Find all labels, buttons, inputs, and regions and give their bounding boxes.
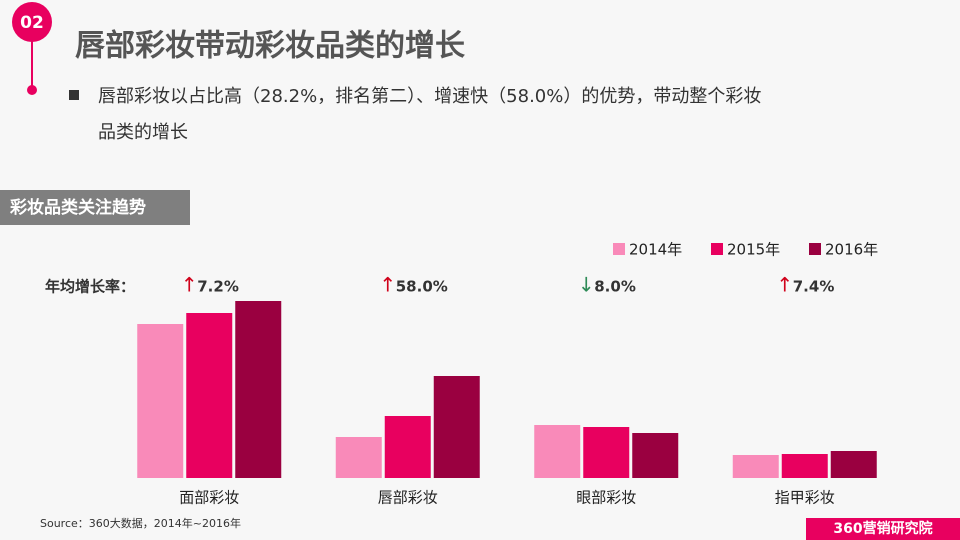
logo: 360营销研究院	[833, 520, 932, 537]
bar	[235, 301, 282, 478]
bar	[384, 416, 431, 478]
bullet-square	[69, 90, 79, 100]
slide-title: 唇部彩妆带动彩妆品类的增长	[75, 29, 465, 64]
growth-title: 年均增长率：	[45, 278, 135, 296]
bar	[186, 313, 233, 478]
growth-arrow: ↓	[578, 273, 595, 297]
section-label: 彩妆品类关注趋势	[9, 197, 146, 218]
section-box	[0, 190, 190, 225]
badge	[12, 2, 52, 42]
bar	[433, 376, 480, 478]
growth-rate: 58.0%	[396, 278, 448, 296]
x-tick-label: 指甲彩妆	[775, 489, 835, 507]
bar	[583, 427, 630, 478]
legend-label: 2015年	[727, 241, 780, 259]
growth-rate: 7.2%	[197, 278, 239, 296]
bar	[534, 425, 581, 478]
logo-box	[806, 518, 960, 540]
legend-swatch	[809, 243, 821, 255]
growth-arrow: ↑	[776, 273, 793, 297]
badge-text: 02	[20, 13, 44, 33]
legend-swatch	[613, 243, 625, 255]
x-tick-label: 唇部彩妆	[378, 489, 438, 507]
bar	[335, 437, 382, 478]
bar	[137, 324, 184, 478]
growth-arrow: ↑	[181, 273, 198, 297]
legend-label: 2014年	[629, 241, 682, 259]
growth-rate: 8.0%	[594, 278, 636, 296]
bullet-text: 品类的增长	[98, 122, 188, 143]
bar	[781, 454, 828, 478]
legend-swatch	[711, 243, 723, 255]
bullet-text: 唇部彩妆以占比高（28.2%，排名第二）、增速快（58.0%）的优势，带动整个彩…	[98, 86, 761, 107]
legend-label: 2016年	[825, 241, 878, 259]
bar	[732, 455, 779, 478]
growth-arrow: ↑	[379, 273, 396, 297]
bar	[830, 451, 877, 478]
bar	[632, 433, 679, 478]
badge-dot	[27, 85, 37, 95]
x-tick-label: 眼部彩妆	[576, 489, 636, 507]
growth-rate: 7.4%	[793, 278, 835, 296]
source: Source：360大数据，2014年~2016年	[40, 516, 241, 530]
x-tick-label: 面部彩妆	[179, 489, 239, 507]
